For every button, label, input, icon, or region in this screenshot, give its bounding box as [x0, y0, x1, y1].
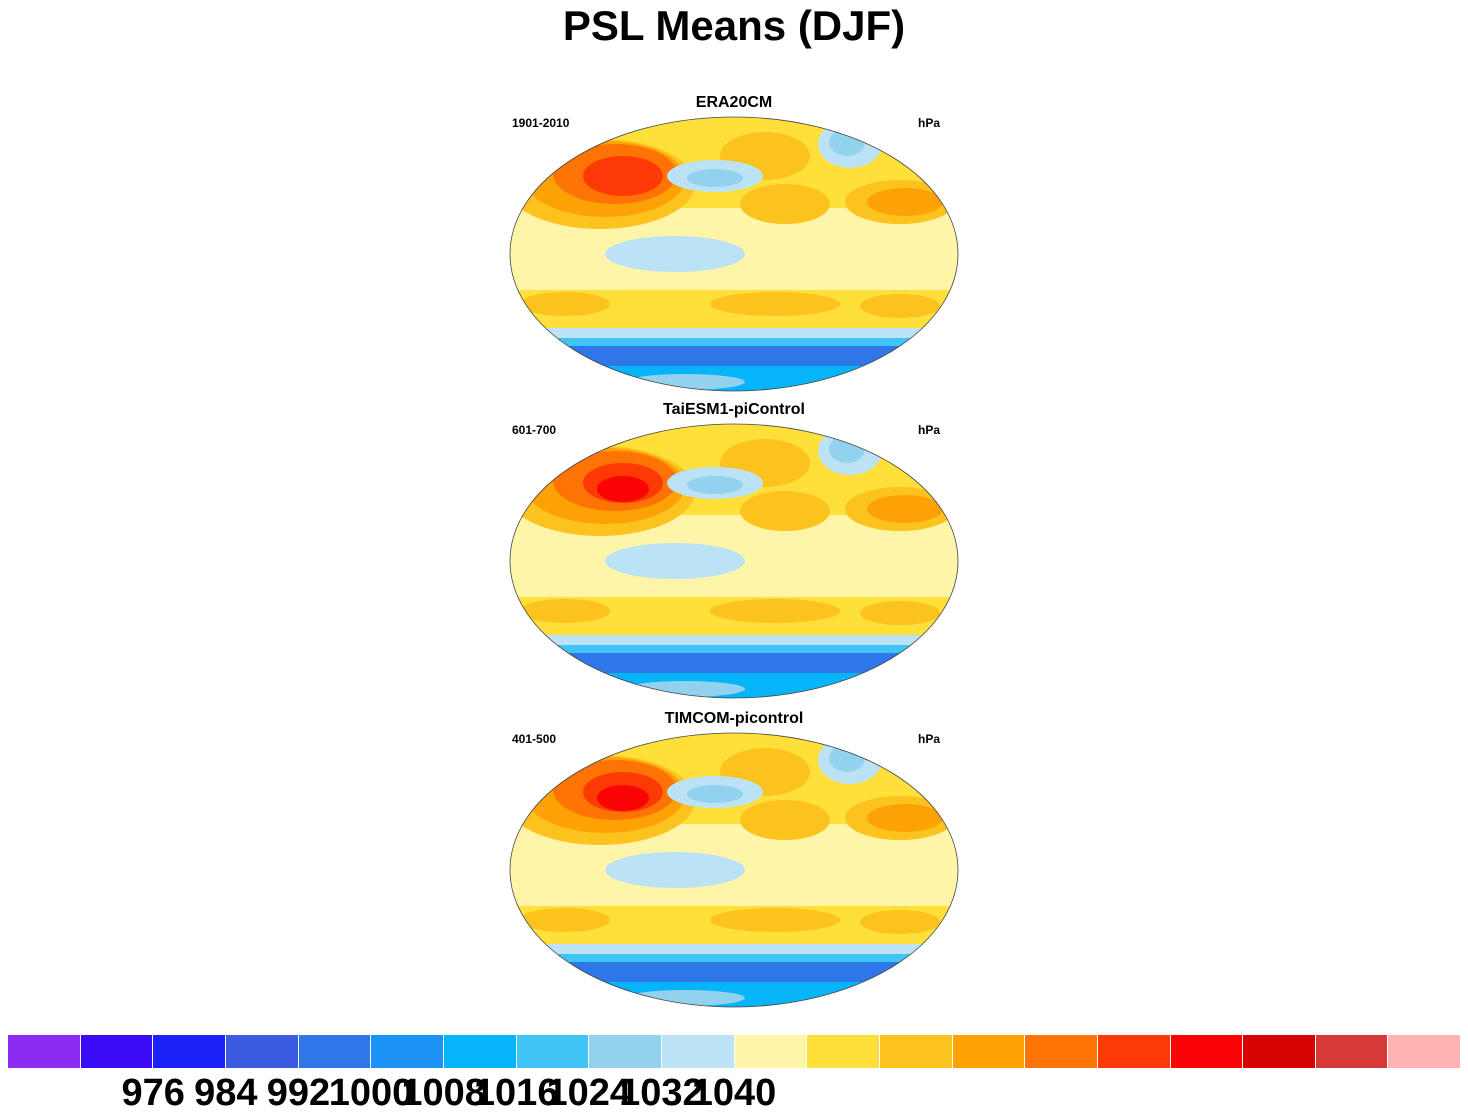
colorbar-box — [80, 1035, 154, 1068]
colorbar-tick-label: 992 — [266, 1072, 331, 1114]
colorbar-box — [1025, 1035, 1098, 1068]
colorbar-box — [1388, 1035, 1461, 1068]
panel-title: ERA20CM — [695, 94, 773, 111]
colorbar-box — [1315, 1035, 1389, 1068]
colorbar-box — [879, 1035, 953, 1068]
colorbar-box — [1097, 1035, 1171, 1068]
panel-period: 401-500 — [512, 732, 557, 746]
colorbar-box — [298, 1035, 372, 1068]
panel-units: hPa — [917, 423, 940, 437]
panel-period: 1901-2010 — [512, 116, 570, 130]
colorbar-tick-label: 1032 — [619, 1072, 704, 1114]
map-projection — [509, 423, 959, 699]
colorbar-tick-label: 984 — [194, 1072, 258, 1114]
map-panel-era20cm: ERA20CM 1901-2010 hPa — [505, 94, 963, 394]
figure-title: PSL Means (DJF) — [562, 2, 906, 49]
panel-period: 601-700 — [512, 423, 557, 437]
colorbar-box — [661, 1035, 735, 1068]
panel-units: hPa — [917, 116, 940, 130]
colorbar-box — [952, 1035, 1026, 1068]
colorbar-box — [1170, 1035, 1244, 1068]
map-projection — [509, 732, 959, 1008]
colorbar-box — [589, 1035, 662, 1068]
colorbar-box — [443, 1035, 517, 1068]
colorbar-tick-label: 1008 — [401, 1072, 486, 1114]
map-panel-timcom: TIMCOM-picontrol 401-500 hPa — [505, 710, 963, 1010]
colorbar-tick-label: 1000 — [328, 1072, 414, 1114]
colorbar-tick-label: 1024 — [546, 1072, 632, 1114]
colorbar-box — [371, 1035, 444, 1068]
panel-title: TIMCOM-picontrol — [664, 710, 804, 727]
colorbar-box — [1243, 1035, 1316, 1068]
colorbar-box — [225, 1035, 299, 1068]
colorbar-box — [734, 1035, 808, 1068]
colorbar-labels: 976 984 992 1000 1008 1016 1024 1032 1040 — [8, 1072, 1460, 1117]
colorbar-box — [516, 1035, 590, 1068]
colorbar-box — [153, 1035, 226, 1068]
panel-units: hPa — [917, 732, 940, 746]
colorbar-box — [807, 1035, 880, 1068]
map-panel-taiesm1: TaiESM1-piControl 601-700 hPa — [505, 401, 963, 701]
map-projection — [509, 116, 959, 392]
colorbar-tick-label: 1016 — [473, 1072, 559, 1114]
colorbar-tick-label: 1040 — [691, 1072, 777, 1114]
colorbar-tick-label: 976 — [121, 1072, 185, 1114]
panel-title: TaiESM1-piControl — [663, 401, 805, 418]
colorbar-box — [8, 1035, 81, 1068]
colorbar — [8, 1035, 1461, 1068]
